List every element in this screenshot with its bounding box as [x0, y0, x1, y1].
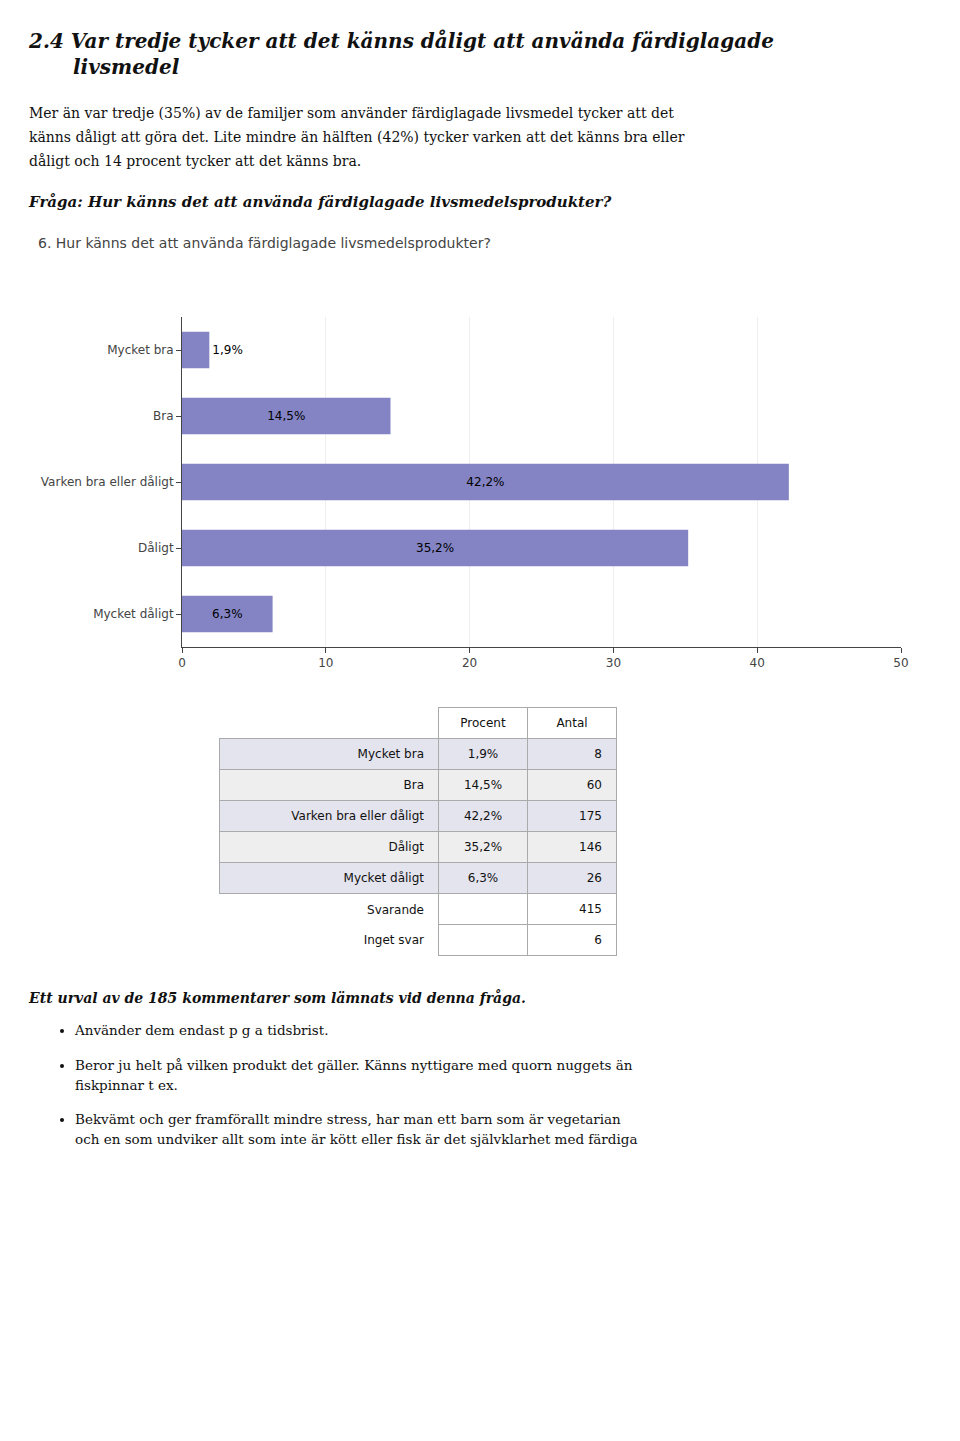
html-text:1,9%: 1,9% [467, 747, 499, 762]
svg-text:14,5%: 14,5% [267, 409, 305, 423]
html-text:Inget svar: Inget svar [363, 933, 424, 948]
svg-text:Bra: Bra [153, 410, 174, 424]
html-text:175: 175 [579, 809, 602, 824]
svg-text:30: 30 [606, 657, 621, 671]
svg-text:0: 0 [178, 657, 186, 671]
svg-text:35,2%: 35,2% [416, 541, 454, 555]
html-text:Varken bra eller dåligt: Varken bra eller dåligt [291, 809, 424, 824]
svg-text:50: 50 [893, 657, 908, 671]
html-text:6,3%: 6,3% [467, 871, 499, 886]
svg-text:Varken bra eller dåligt: Varken bra eller dåligt [41, 476, 174, 490]
html-text:Mycket dåligt: Mycket dåligt [343, 871, 424, 886]
html-text:Använder dem endast p g a tids: Använder dem endast p g a tidsbrist. [75, 1022, 329, 1039]
svg-text:42,2%: 42,2% [466, 475, 504, 489]
html-text:Procent: Procent [460, 716, 506, 731]
html-text:146: 146 [579, 840, 602, 855]
html-text:6: 6 [594, 933, 602, 948]
html-text:26: 26 [586, 871, 602, 886]
html-text:35,2%: 35,2% [463, 840, 503, 855]
svg-text:40: 40 [750, 657, 765, 671]
html-text:14,5%: 14,5% [463, 778, 503, 793]
svg-text:6,3%: 6,3% [212, 607, 243, 621]
svg-text:1,9%: 1,9% [212, 343, 243, 357]
html-text:Svarande: Svarande [367, 902, 424, 917]
html-text:42,2%: 42,2% [463, 809, 503, 824]
html-text:Mer än var tredje (35%) av de: Mer än var tredje (35%) av de familjer s… [29, 105, 685, 169]
html-text:415: 415 [579, 902, 602, 917]
svg-text:20: 20 [462, 657, 477, 671]
svg-text:Mycket bra: Mycket bra [107, 344, 173, 358]
html-text:Fråga: Hur känns det att använ: Fråga: Hur känns det att använda färdigl… [29, 193, 612, 212]
svg-text:10: 10 [318, 657, 333, 671]
html-text:Bra: Bra [403, 778, 424, 793]
html-text:Beror ju helt på vilken produk: Beror ju helt på vilken produkt det gäll… [75, 1056, 633, 1093]
html-text:Ett urval av de 185 kommentare: Ett urval av de 185 kommentarer som lämn… [29, 990, 526, 1007]
html-text:8: 8 [594, 747, 602, 762]
html-text:Dåligt: Dåligt [388, 840, 424, 855]
svg-text:Mycket dåligt: Mycket dåligt [93, 608, 174, 622]
html-text:livsmedel: livsmedel [73, 55, 180, 79]
html-text:60: 60 [586, 778, 602, 793]
html-text:Bekvämt och ger framförallt mi: Bekvämt och ger framförallt mindre stres… [75, 1111, 638, 1148]
html-text:Mycket bra: Mycket bra [357, 747, 424, 762]
html-text:2.4 Var tredje tycker att det: 2.4 Var tredje tycker att det känns dåli… [29, 29, 774, 53]
html-text:Antal: Antal [556, 716, 588, 731]
svg-text:6. Hur känns det att använda f: 6. Hur känns det att använda färdiglagad… [38, 236, 491, 252]
svg-text:Dåligt: Dåligt [138, 542, 174, 556]
